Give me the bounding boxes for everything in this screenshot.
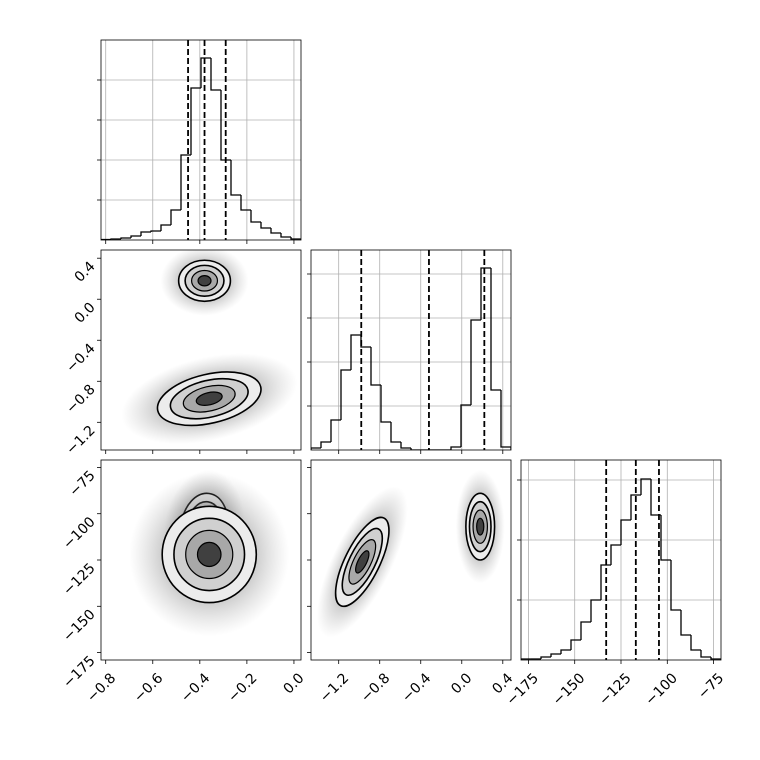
histogram-step xyxy=(350,334,361,370)
contour xyxy=(476,517,485,536)
histogram-step xyxy=(280,233,291,238)
histogram-step xyxy=(101,238,111,240)
panel: −175 −150 −125 −100 −75 xyxy=(504,459,727,709)
histogram-step xyxy=(680,610,691,636)
histogram-step xyxy=(380,385,391,423)
density xyxy=(121,250,298,445)
histogram-step xyxy=(180,154,191,210)
x-tick-label: −150 xyxy=(550,670,589,709)
histogram-step xyxy=(270,228,281,234)
histogram-step xyxy=(240,195,251,211)
histogram-step xyxy=(390,422,401,443)
panel xyxy=(97,39,302,244)
histogram-step xyxy=(311,447,321,450)
histogram-step xyxy=(650,479,661,516)
panel: −1.2 −0.8 −0.4 0.0 0.4 xyxy=(63,249,302,458)
histogram-step xyxy=(410,448,421,450)
histogram xyxy=(101,40,301,240)
axes-frame xyxy=(100,249,302,451)
contour xyxy=(196,541,222,568)
histogram-step xyxy=(120,237,131,239)
histogram-step xyxy=(500,390,511,450)
histogram-step xyxy=(540,656,551,659)
x-tick-label: −0.2 xyxy=(225,670,260,705)
x-tick-label: −75 xyxy=(695,670,727,702)
histogram-step xyxy=(610,544,621,565)
histogram-step xyxy=(140,231,151,236)
y-tick-label: −75 xyxy=(66,468,98,500)
histogram-step xyxy=(640,478,651,495)
histogram-step xyxy=(360,335,371,348)
histogram-step xyxy=(250,210,261,223)
histogram-step xyxy=(260,222,271,229)
y-tick-label: 0.0 xyxy=(72,300,99,327)
histogram-step xyxy=(600,564,611,600)
axes-frame xyxy=(310,249,512,451)
x-tick-label: −100 xyxy=(642,670,681,709)
histogram-step xyxy=(320,441,331,448)
x-tick-label: −0.8 xyxy=(358,670,393,705)
histogram-step xyxy=(521,658,531,660)
histogram-step xyxy=(550,653,561,657)
y-tick-label: −0.4 xyxy=(63,341,98,376)
histogram-step xyxy=(160,224,171,231)
y-tick-label: −0.8 xyxy=(63,382,98,417)
density xyxy=(316,470,505,638)
histogram-step xyxy=(590,599,601,622)
x-tick-label: −1.2 xyxy=(317,670,352,705)
contour xyxy=(197,275,212,287)
x-tick-label: −0.6 xyxy=(131,670,166,705)
histogram-step xyxy=(450,446,461,450)
histogram-step xyxy=(190,87,201,155)
histogram-step xyxy=(400,442,411,449)
histogram-step xyxy=(170,209,181,225)
x-tick-label: −0.8 xyxy=(84,670,119,705)
density xyxy=(129,470,290,637)
histogram-step xyxy=(150,230,161,232)
histogram-step xyxy=(570,639,581,650)
histogram-step xyxy=(200,57,211,88)
histogram-step xyxy=(480,267,491,320)
x-tick-label: −0.4 xyxy=(178,670,213,705)
y-tick-label: 0.4 xyxy=(72,258,99,285)
contour xyxy=(355,550,370,574)
y-tick-label: −1.2 xyxy=(63,423,98,458)
x-tick-label: 0.0 xyxy=(448,670,475,697)
histogram-step xyxy=(560,649,571,654)
histogram-step xyxy=(470,319,481,405)
histogram-step xyxy=(630,494,641,520)
contour xyxy=(195,391,223,406)
y-tick-label: −100 xyxy=(60,514,99,553)
panel xyxy=(307,249,512,454)
histogram xyxy=(521,460,721,660)
x-tick-label: −125 xyxy=(596,670,635,709)
histogram-step xyxy=(490,268,501,391)
x-tick-label: 0.0 xyxy=(280,670,307,697)
histogram-step xyxy=(210,58,221,91)
histogram-step xyxy=(330,419,341,442)
histogram xyxy=(311,250,511,450)
histogram-step xyxy=(670,560,681,611)
histogram-step xyxy=(580,621,591,640)
histogram-step xyxy=(460,404,471,447)
y-tick-label: −125 xyxy=(60,560,99,599)
axes-frame xyxy=(100,39,302,241)
histogram-step xyxy=(230,160,241,196)
panel: −0.8 −0.6 −0.4 −0.2 0.0−175−150−125−100−75 xyxy=(60,459,308,706)
histogram-step xyxy=(660,515,671,561)
histogram-step xyxy=(110,238,121,240)
histogram-step xyxy=(700,650,711,658)
histogram-step xyxy=(340,369,351,420)
x-tick-label: −0.4 xyxy=(399,670,434,705)
histogram-step xyxy=(690,635,701,651)
histogram-step xyxy=(710,657,721,660)
histogram-step xyxy=(290,237,301,240)
histogram-step xyxy=(130,235,141,238)
histogram-step xyxy=(370,347,381,386)
y-tick-label: −150 xyxy=(60,607,99,646)
histogram-step xyxy=(620,519,631,545)
histogram-step xyxy=(220,90,231,161)
